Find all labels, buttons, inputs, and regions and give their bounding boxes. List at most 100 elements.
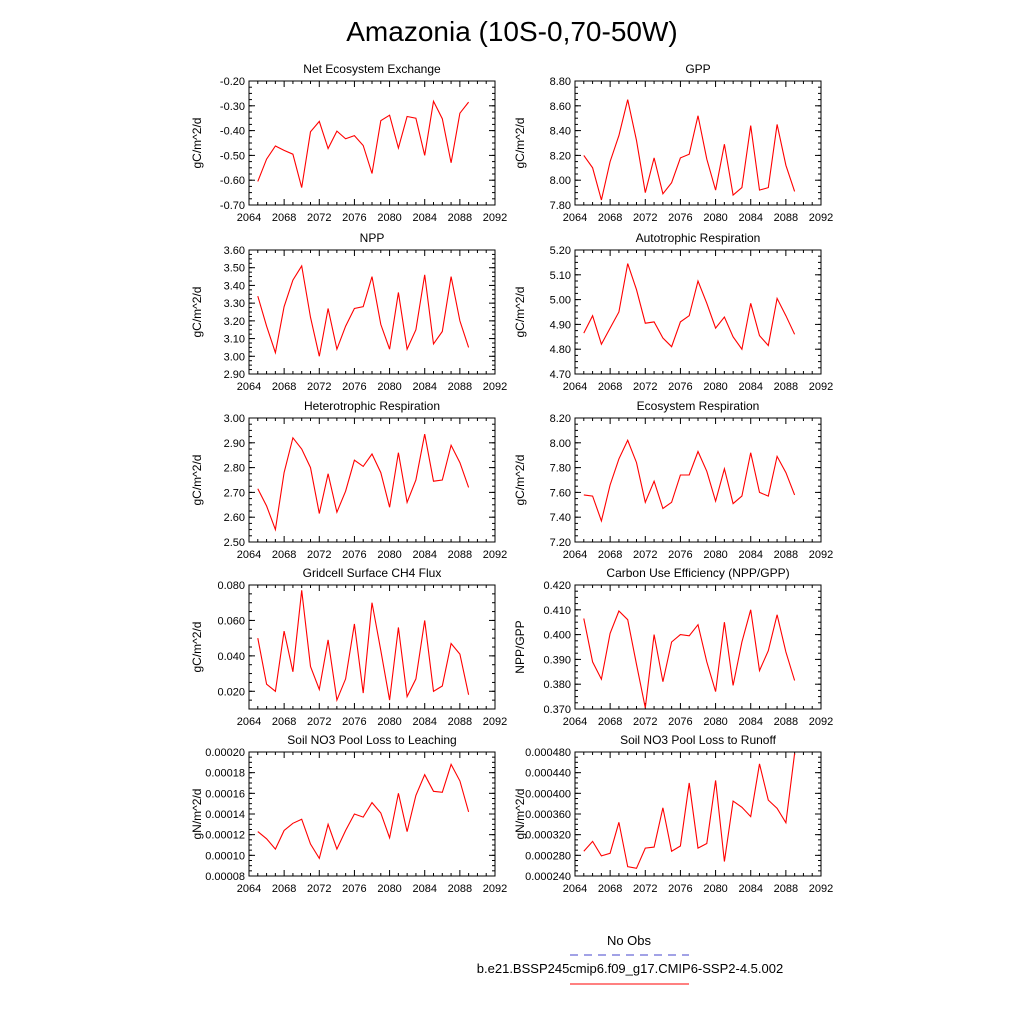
- y-tick-label: -0.70: [220, 200, 245, 212]
- y-tick-label: 0.00014: [205, 809, 245, 821]
- y-tick-label: 3.50: [224, 263, 245, 275]
- y-tick-label: 0.040: [217, 651, 245, 663]
- x-tick-label: 2092: [809, 381, 833, 393]
- x-tick-label: 2084: [738, 549, 762, 561]
- y-tick-label: -0.20: [220, 76, 245, 88]
- series-line: [257, 433, 470, 532]
- panel-title: Soil NO3 Pool Loss to Leaching: [287, 733, 456, 747]
- x-tick-label: 2092: [483, 212, 507, 224]
- x-tick-label: 2080: [703, 716, 727, 728]
- y-tick-label: 2.90: [224, 369, 245, 381]
- x-tick-label: 2092: [809, 883, 833, 895]
- y-tick-label: 0.380: [543, 679, 571, 691]
- y-tick-label: 5.00: [550, 295, 571, 307]
- panel-title: Soil NO3 Pool Loss to Runoff: [620, 733, 777, 747]
- y-tick-label: 0.000240: [525, 871, 571, 883]
- x-tick-label: 2072: [307, 549, 331, 561]
- y-tick-label: 7.60: [550, 487, 571, 499]
- y-tick-label: 0.370: [543, 704, 571, 716]
- y-axis-label: gC/m^2/d: [190, 455, 204, 506]
- x-tick-label: 2092: [483, 716, 507, 728]
- series-line: [257, 762, 470, 860]
- panel-title: Gridcell Surface CH4 Flux: [303, 566, 442, 580]
- y-tick-label: 0.390: [543, 654, 571, 666]
- x-tick-label: 2088: [448, 212, 472, 224]
- chart-panel: Autotrophic Respiration 2064 2068 2072 2076 2…: [513, 231, 833, 393]
- y-tick-label: 8.80: [550, 76, 571, 88]
- y-tick-label: 0.020: [217, 686, 245, 698]
- x-tick-label: 2068: [598, 212, 622, 224]
- x-tick-label: 2088: [448, 549, 472, 561]
- x-tick-label: 2084: [738, 716, 762, 728]
- x-tick-label: 2092: [483, 549, 507, 561]
- x-tick-label: 2068: [598, 381, 622, 393]
- series-line: [583, 753, 796, 869]
- x-tick-label: 2084: [412, 549, 436, 561]
- x-tick-label: 2084: [738, 381, 762, 393]
- y-tick-label: 3.20: [224, 316, 245, 328]
- plot-frame: [574, 584, 822, 710]
- x-tick-label: 2068: [598, 883, 622, 895]
- y-tick-label: 2.50: [224, 537, 245, 549]
- y-axis-label: NPP/GPP: [513, 620, 527, 673]
- x-tick-label: 2092: [809, 549, 833, 561]
- x-tick-label: 2072: [633, 549, 657, 561]
- y-tick-label: -0.50: [220, 150, 245, 162]
- x-tick-label: 2076: [668, 212, 692, 224]
- x-tick-label: 2084: [412, 716, 436, 728]
- y-tick-label: 0.00018: [205, 768, 245, 780]
- series-line: [257, 590, 470, 703]
- y-tick-label: 2.80: [224, 463, 245, 475]
- y-tick-label: 0.00012: [205, 830, 245, 842]
- chart-panel: Gridcell Surface CH4 Flux 2064 2068 2072 207…: [190, 566, 507, 728]
- y-axis-label: gC/m^2/d: [190, 287, 204, 338]
- chart-panel: Soil NO3 Pool Loss to Leaching 2064 2068 20…: [190, 733, 507, 895]
- panel-title: Net Ecosystem Exchange: [303, 62, 441, 76]
- x-tick-label: 2076: [342, 716, 366, 728]
- y-axis-label: gN/m^2/d: [190, 789, 204, 840]
- x-tick-label: 2080: [703, 381, 727, 393]
- x-tick-label: 2068: [598, 716, 622, 728]
- series-line: [583, 438, 796, 523]
- plot-frame: [248, 80, 496, 206]
- legend-model-label: b.e21.BSSP245cmip6.f09_g17.CMIP6-SSP2-4.…: [477, 961, 783, 976]
- x-tick-label: 2092: [809, 212, 833, 224]
- x-tick-label: 2088: [448, 883, 472, 895]
- x-tick-label: 2084: [412, 883, 436, 895]
- y-tick-label: 3.00: [224, 413, 245, 425]
- x-tick-label: 2064: [237, 549, 261, 561]
- x-tick-label: 2088: [448, 381, 472, 393]
- x-tick-label: 2076: [668, 549, 692, 561]
- x-tick-label: 2076: [342, 381, 366, 393]
- y-tick-label: 8.20: [550, 413, 571, 425]
- panel-title: Heterotrophic Respiration: [304, 399, 440, 413]
- x-tick-label: 2064: [563, 549, 587, 561]
- y-tick-label: 0.060: [217, 615, 245, 627]
- chart-panel: NPP 2064 2068 2072 2076 2080 2084 2088 2092 3.60 3…: [190, 231, 507, 393]
- x-tick-label: 2076: [342, 212, 366, 224]
- x-tick-label: 2080: [703, 212, 727, 224]
- chart-panel: Net Ecosystem Exchange 2064 2068 2072 2076 20…: [190, 62, 507, 224]
- y-tick-label: 0.400: [543, 630, 571, 642]
- x-tick-label: 2072: [307, 381, 331, 393]
- x-tick-label: 2092: [483, 381, 507, 393]
- x-tick-label: 2072: [307, 716, 331, 728]
- plot-frame: [574, 751, 822, 877]
- series-line: [257, 264, 470, 357]
- chart-panel: Soil NO3 Pool Loss to Runoff 2064 2068 2072…: [513, 733, 833, 895]
- x-tick-label: 2084: [412, 381, 436, 393]
- x-tick-label: 2064: [237, 716, 261, 728]
- panel-title: Carbon Use Efficiency (NPP/GPP): [606, 566, 789, 580]
- y-tick-label: 3.60: [224, 245, 245, 257]
- y-tick-label: 8.40: [550, 126, 571, 138]
- y-tick-label: 0.000400: [525, 788, 571, 800]
- x-tick-label: 2072: [307, 883, 331, 895]
- y-tick-label: 4.70: [550, 369, 571, 381]
- y-tick-label: 7.80: [550, 463, 571, 475]
- y-axis-label: gC/m^2/d: [513, 455, 527, 506]
- x-tick-label: 2064: [563, 212, 587, 224]
- y-tick-label: 0.00016: [205, 788, 245, 800]
- y-tick-label: 7.80: [550, 200, 571, 212]
- x-tick-label: 2076: [342, 549, 366, 561]
- y-tick-label: 0.000320: [525, 830, 571, 842]
